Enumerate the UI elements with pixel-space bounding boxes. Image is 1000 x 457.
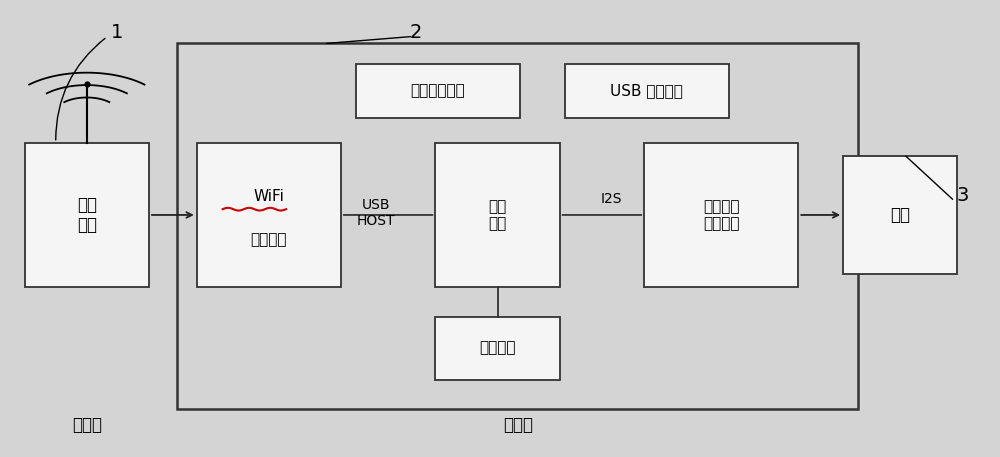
Text: I2S: I2S bbox=[601, 192, 622, 206]
Text: 网络单元: 网络单元 bbox=[251, 232, 287, 247]
Text: USB
HOST: USB HOST bbox=[356, 197, 395, 228]
Text: 主控
单元: 主控 单元 bbox=[488, 199, 507, 231]
Bar bbox=[25, 143, 149, 287]
Text: 存储单元: 存储单元 bbox=[479, 340, 516, 356]
Bar bbox=[843, 156, 957, 274]
Text: 接收端: 接收端 bbox=[503, 416, 533, 434]
Text: USB 接口单元: USB 接口单元 bbox=[610, 83, 683, 98]
Bar bbox=[435, 317, 560, 380]
Bar bbox=[644, 143, 798, 287]
Text: 数模转换
输出单元: 数模转换 输出单元 bbox=[703, 199, 740, 231]
Bar bbox=[565, 64, 729, 118]
Text: 3: 3 bbox=[956, 186, 969, 205]
Text: 移动
终端: 移动 终端 bbox=[77, 196, 97, 234]
Text: 1: 1 bbox=[111, 23, 123, 42]
Text: 按键和提示灯: 按键和提示灯 bbox=[410, 83, 465, 98]
Bar bbox=[356, 64, 520, 118]
Text: WiFi: WiFi bbox=[253, 189, 284, 204]
Bar bbox=[177, 43, 858, 409]
Text: 音算: 音算 bbox=[890, 206, 910, 224]
Text: 发送端: 发送端 bbox=[72, 416, 102, 434]
Bar bbox=[197, 143, 341, 287]
Text: 2: 2 bbox=[409, 23, 422, 42]
Bar bbox=[435, 143, 560, 287]
